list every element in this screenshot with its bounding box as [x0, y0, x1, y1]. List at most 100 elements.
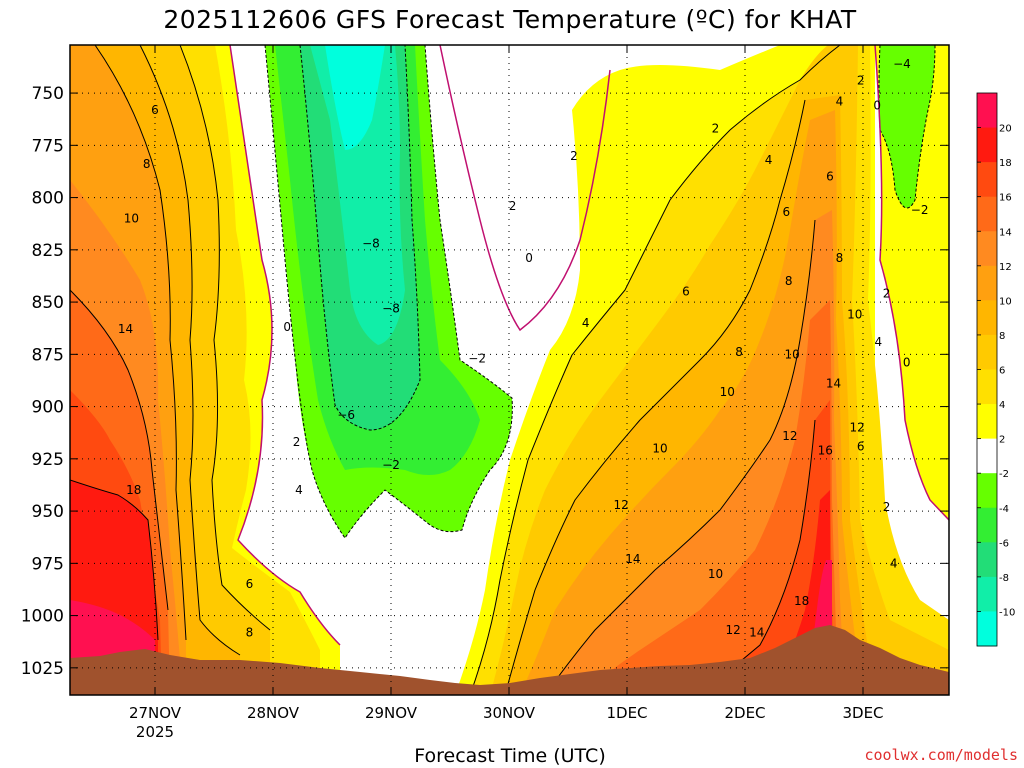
contour-label: 10: [785, 347, 800, 361]
x-tick-label: 3DEC: [842, 704, 883, 722]
contour-label: −8: [362, 237, 380, 251]
contour-label: 10: [652, 441, 667, 455]
colorbar: 20 18 16 14 12 10 8 6 4 2 -2 -4 -6 -8 -10: [976, 92, 1015, 647]
contour-label: 14: [749, 625, 764, 639]
x-tick-label: 28NOV: [247, 704, 300, 722]
band-14-right: [580, 300, 838, 695]
contour-label: 6: [151, 103, 159, 117]
y-tick-label: 850: [32, 293, 64, 313]
colorbar-label: 4: [999, 400, 1005, 411]
colorbar-segment: [977, 404, 997, 440]
colorbar-label: -6: [999, 538, 1009, 549]
contour-line: [179, 45, 271, 631]
contour-line: [139, 45, 241, 656]
contour-label: 4: [875, 335, 883, 349]
colorbar-label: 20: [999, 124, 1012, 135]
contour-label: −4: [893, 57, 911, 71]
contour-label: −6: [337, 408, 355, 422]
contour-label: 4: [890, 556, 898, 570]
colorbar-label: 16: [999, 193, 1012, 204]
contour-label: 4: [295, 483, 303, 497]
contour-label: −2: [911, 203, 929, 217]
colorbar-label: 2: [999, 435, 1005, 446]
contour-line-zero: [439, 45, 611, 332]
colorbar-segment: [977, 127, 997, 163]
colorbar-label: -2: [999, 469, 1009, 480]
contour-line: [504, 99, 806, 695]
contour-label: 8: [785, 274, 793, 288]
contour-line: [94, 45, 187, 641]
contour-label: 2: [883, 287, 891, 301]
colorbar-label: 10: [999, 296, 1012, 307]
colorbar-label: 8: [999, 331, 1005, 342]
credit-link[interactable]: coolwx.com/models: [864, 746, 1018, 764]
band-neg8: [310, 45, 405, 345]
contour-label: 2: [570, 149, 578, 163]
contour-line: [544, 219, 816, 695]
plot-area: 6810141868024−8−8−6−2−220224466881010101…: [70, 45, 949, 695]
terrain-surface: [70, 625, 949, 695]
contour-label: 0: [525, 251, 533, 265]
contour-label: 2: [293, 435, 301, 449]
grid: [70, 45, 949, 695]
contour-label: 12: [782, 429, 797, 443]
y-tick-label: 775: [32, 136, 64, 156]
contour-label: 6: [682, 285, 690, 299]
contour-label: 14: [118, 322, 133, 336]
contour-label: 10: [708, 567, 723, 581]
contour-label: 4: [836, 94, 844, 108]
colorbar-segment: [977, 611, 997, 647]
contour-label: 6: [246, 577, 254, 591]
contour-line: [70, 479, 159, 641]
colorbar-segment: [977, 93, 997, 129]
zero-contour-lines: [229, 45, 949, 646]
contour-label: 6: [782, 205, 790, 219]
cold-patch-right: [879, 45, 935, 208]
x-tick-label: 29NOV: [365, 704, 418, 722]
contour-label-layer: 6810141868024−8−8−6−2−220224466881010101…: [118, 57, 929, 639]
contour-label: 10: [720, 385, 735, 399]
x-tick-label: 27NOV: [129, 704, 182, 722]
contour-label: 14: [826, 377, 841, 391]
contour-label: 12: [849, 420, 864, 434]
y-tick-label: 975: [32, 554, 64, 574]
contour-label: 6: [857, 439, 865, 453]
colorbar-label: -8: [999, 573, 1009, 584]
colorbar-segment: [977, 300, 997, 336]
contour-label: 12: [613, 498, 628, 512]
x-axis-title: Forecast Time (UTC): [414, 745, 605, 767]
contour-line: [469, 45, 841, 695]
contour-label: 10: [847, 308, 862, 322]
colorbar-segment: [977, 196, 997, 232]
contour-label: 16: [818, 443, 833, 457]
contour-label: 2: [712, 122, 720, 136]
contour-line-zero: [874, 45, 949, 521]
contour-label: 2: [857, 74, 865, 88]
colorbar-segment: [977, 507, 997, 543]
contour-label: 0: [873, 99, 881, 113]
contour-label: −2: [468, 352, 486, 366]
colorbar-label: 14: [999, 227, 1012, 238]
contour-label: 8: [735, 345, 743, 359]
contour-line-negative: [264, 45, 513, 539]
contour-label: 4: [582, 316, 590, 330]
colorbar-segment: [977, 265, 997, 301]
y-tick-label: 825: [32, 241, 64, 261]
y-tick-label: 925: [32, 450, 64, 470]
colorbar-segment: [977, 162, 997, 198]
y-tick-label: 875: [32, 345, 64, 365]
colorbar-label: 6: [999, 366, 1005, 377]
colorbar-segment: [977, 334, 997, 370]
chart-title: 2025112606 GFS Forecast Temperature (ºC)…: [163, 5, 857, 34]
band-neg2-right: [879, 45, 935, 208]
x-tick-label: 30NOV: [483, 704, 536, 722]
y-tick-label: 750: [32, 84, 64, 104]
colorbar-label: -10: [999, 607, 1015, 618]
colorbar-segment: [977, 438, 997, 474]
x-tick-sublabel: 2025: [136, 723, 174, 741]
warm-region-left: [70, 45, 340, 695]
contour-label: 8: [246, 625, 254, 639]
contour-line-zero: [229, 45, 341, 646]
